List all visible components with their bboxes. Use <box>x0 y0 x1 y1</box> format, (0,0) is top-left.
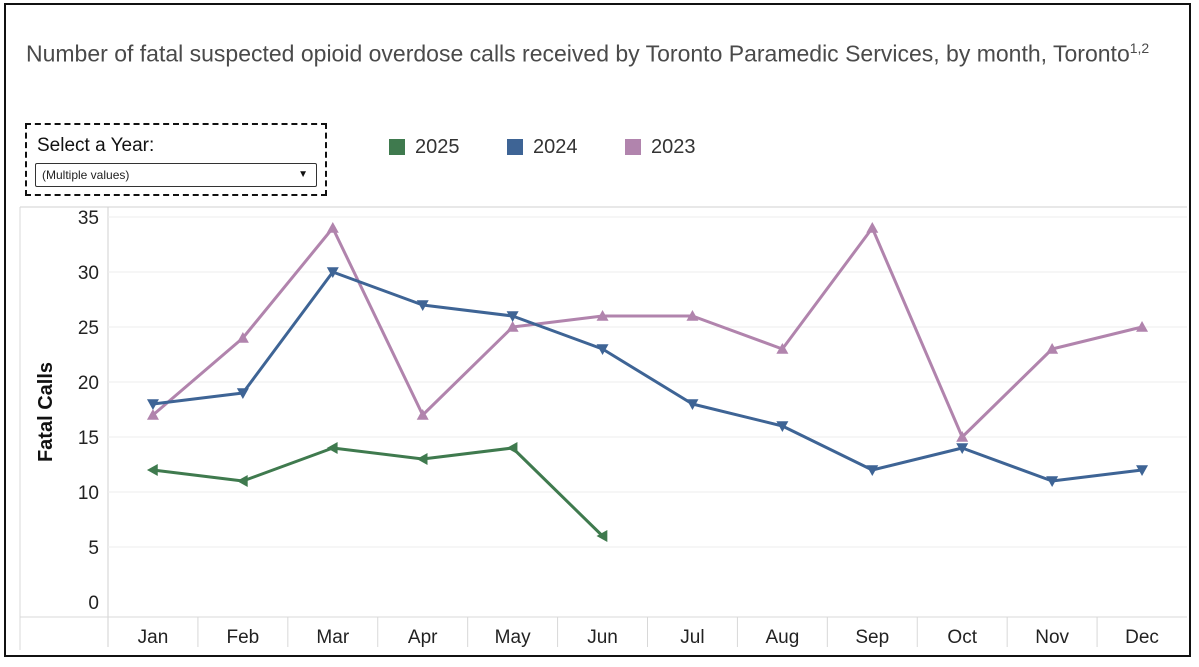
point-2023 <box>416 409 429 420</box>
series-line-2024 <box>152 270 1143 483</box>
point-2024 <box>236 388 249 399</box>
point-2025 <box>506 442 518 454</box>
point-2024 <box>686 399 699 410</box>
legend-item-2025[interactable]: 2025 <box>389 136 460 158</box>
x-tick-label: Jan <box>138 627 169 648</box>
legend-swatch-2024 <box>507 139 523 155</box>
point-2025 <box>596 530 608 542</box>
point-2023 <box>1136 321 1149 332</box>
series-line-2025 <box>152 446 604 538</box>
point-2025 <box>236 475 248 487</box>
point-2023 <box>236 332 249 343</box>
x-tick-label: May <box>495 627 531 648</box>
point-2023 <box>956 431 969 442</box>
point-2024 <box>506 311 519 322</box>
legend-swatch-2025 <box>389 139 405 155</box>
x-tick-label: Feb <box>227 627 260 648</box>
y-tick-label: 0 <box>88 593 99 614</box>
chart-title: Number of fatal suspected opioid overdos… <box>26 32 1176 71</box>
legend-label-2025: 2025 <box>415 135 460 158</box>
x-tick-label: Jun <box>587 627 618 648</box>
chart-title-text: Number of fatal suspected opioid overdos… <box>26 40 1130 67</box>
x-tick-label: Sep <box>855 627 889 648</box>
point-2024 <box>416 300 429 311</box>
point-2024 <box>776 421 789 432</box>
legend-item-2023[interactable]: 2023 <box>625 136 696 158</box>
legend-label-2023: 2023 <box>651 135 696 158</box>
x-tick-label: Nov <box>1035 627 1069 648</box>
y-tick-label: 10 <box>78 483 99 504</box>
dropdown-arrow-icon[interactable]: ▼ <box>298 169 308 180</box>
y-tick-label: 20 <box>78 373 99 394</box>
year-select-value: (Multiple values) <box>42 168 130 182</box>
year-filter-label: Select a Year: <box>37 135 155 156</box>
y-tick-label: 35 <box>78 208 99 229</box>
point-2024 <box>1046 476 1059 487</box>
year-select-dropdown[interactable]: (Multiple values) ▼ <box>35 163 317 187</box>
y-tick-label: 5 <box>88 538 99 559</box>
x-tick-label: Mar <box>316 627 349 648</box>
legend-label-2024: 2024 <box>533 135 578 158</box>
point-2024 <box>1136 465 1149 476</box>
point-2023 <box>596 310 609 321</box>
y-tick-label: 30 <box>78 263 99 284</box>
point-2025 <box>326 442 338 454</box>
legend-swatch-2023 <box>625 139 641 155</box>
point-2024 <box>596 344 609 355</box>
y-tick-label: 25 <box>78 318 99 339</box>
x-tick-label: Apr <box>408 627 438 648</box>
point-2023 <box>1046 343 1059 354</box>
point-2025 <box>146 464 158 476</box>
point-2025 <box>416 453 428 465</box>
point-2024 <box>326 267 339 278</box>
series-line-2023 <box>151 226 1143 439</box>
point-2023 <box>776 343 789 354</box>
y-tick-label: 15 <box>78 428 99 449</box>
point-2023 <box>326 222 339 233</box>
point-2023 <box>146 409 159 420</box>
legend-item-2024[interactable]: 2024 <box>507 136 578 158</box>
point-2023 <box>686 310 699 321</box>
point-2024 <box>866 465 879 476</box>
x-tick-label: Dec <box>1125 627 1159 648</box>
point-2024 <box>146 399 159 410</box>
chart-frame <box>4 3 1191 657</box>
x-tick-label: Aug <box>765 627 799 648</box>
point-2023 <box>506 321 519 332</box>
y-axis-title: Fatal Calls <box>35 362 57 462</box>
x-tick-label: Jul <box>680 627 704 648</box>
x-tick-label: Oct <box>947 627 977 648</box>
point-2023 <box>866 222 879 233</box>
year-filter: Select a Year: (Multiple values) ▼ <box>25 123 327 196</box>
title-superscript: 1,2 <box>1129 40 1150 56</box>
point-2024 <box>956 443 969 454</box>
